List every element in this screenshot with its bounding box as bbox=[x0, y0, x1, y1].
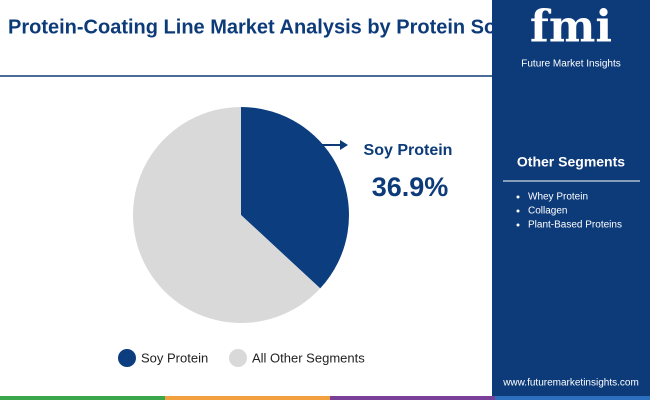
brand-name: Future Market Insights bbox=[521, 59, 620, 70]
legend-label: All Other Segments bbox=[252, 350, 365, 365]
sidebar-item: Plant-Based Proteins bbox=[528, 220, 622, 231]
sidebar-title: Other Segments bbox=[517, 154, 625, 170]
callout-value: 36.9% bbox=[372, 172, 449, 202]
stripe bbox=[0, 396, 165, 400]
brand-logo: fmi bbox=[530, 2, 612, 53]
chart-title: Protein-Coating Line Market Analysis by … bbox=[8, 16, 538, 38]
callout-label: Soy Protein bbox=[364, 142, 453, 159]
bullet bbox=[516, 223, 520, 227]
stripe bbox=[165, 396, 330, 400]
sidebar-panel bbox=[492, 0, 650, 400]
legend-swatch bbox=[118, 349, 136, 367]
callout-arrowhead bbox=[340, 140, 348, 150]
bullet bbox=[516, 195, 520, 199]
stripe bbox=[330, 396, 495, 400]
bullet bbox=[516, 209, 520, 213]
brand-url: www.futuremarketinsights.com bbox=[502, 378, 639, 389]
sidebar-item: Collagen bbox=[528, 206, 567, 217]
legend-label: Soy Protein bbox=[141, 350, 208, 365]
pie-slice bbox=[241, 107, 349, 289]
legend-swatch bbox=[229, 349, 247, 367]
pie-slice bbox=[133, 107, 321, 323]
sidebar-item: Whey Protein bbox=[528, 192, 588, 203]
stripe bbox=[495, 396, 650, 400]
